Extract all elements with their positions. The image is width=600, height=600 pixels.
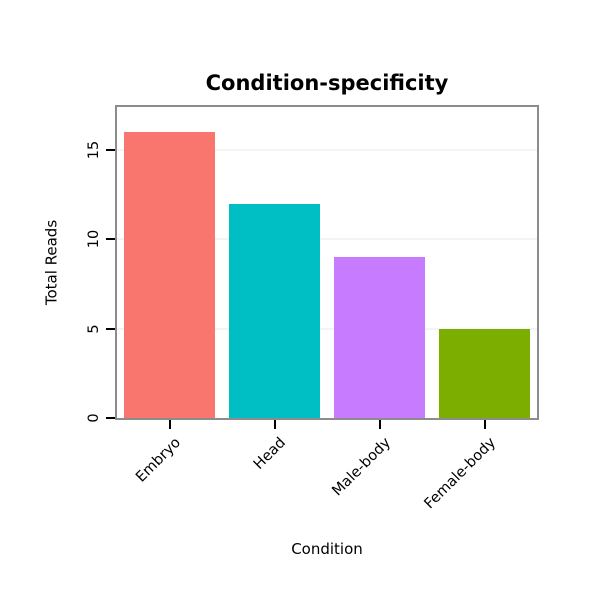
y-tick-0 [106,417,115,419]
x-tick-head [273,420,276,429]
plot-area [115,105,539,420]
x-tick-female-body [483,420,486,429]
bar-head [229,204,320,418]
chart-title: Condition-specificity [205,71,449,95]
x-axis-title: Condition [291,540,363,558]
y-tick-label-10: 10 [86,230,102,249]
bar-male-body [334,257,425,418]
x-tick-embryo [168,420,171,429]
x-tick-label-male-body: Male-body [328,434,394,500]
bar-female-body [439,329,530,418]
y-tick-label-0: 0 [86,413,102,423]
y-tick-15 [106,148,115,151]
gridline-y-10 [117,238,537,241]
y-tick-label-15: 15 [86,140,102,160]
y-tick-5 [106,327,115,330]
y-axis-title: Total Reads [42,219,61,306]
x-tick-label-head: Head [250,434,289,473]
x-tick-label-female-body: Female-body [421,434,499,513]
bar-embryo [124,132,215,418]
y-tick-10 [106,238,115,241]
gridline-y-5 [117,327,537,330]
x-tick-male-body [378,420,381,429]
y-tick-label-5: 5 [86,324,102,334]
x-tick-label-embryo: Embryo [132,434,184,486]
gridline-y-15 [117,148,537,151]
